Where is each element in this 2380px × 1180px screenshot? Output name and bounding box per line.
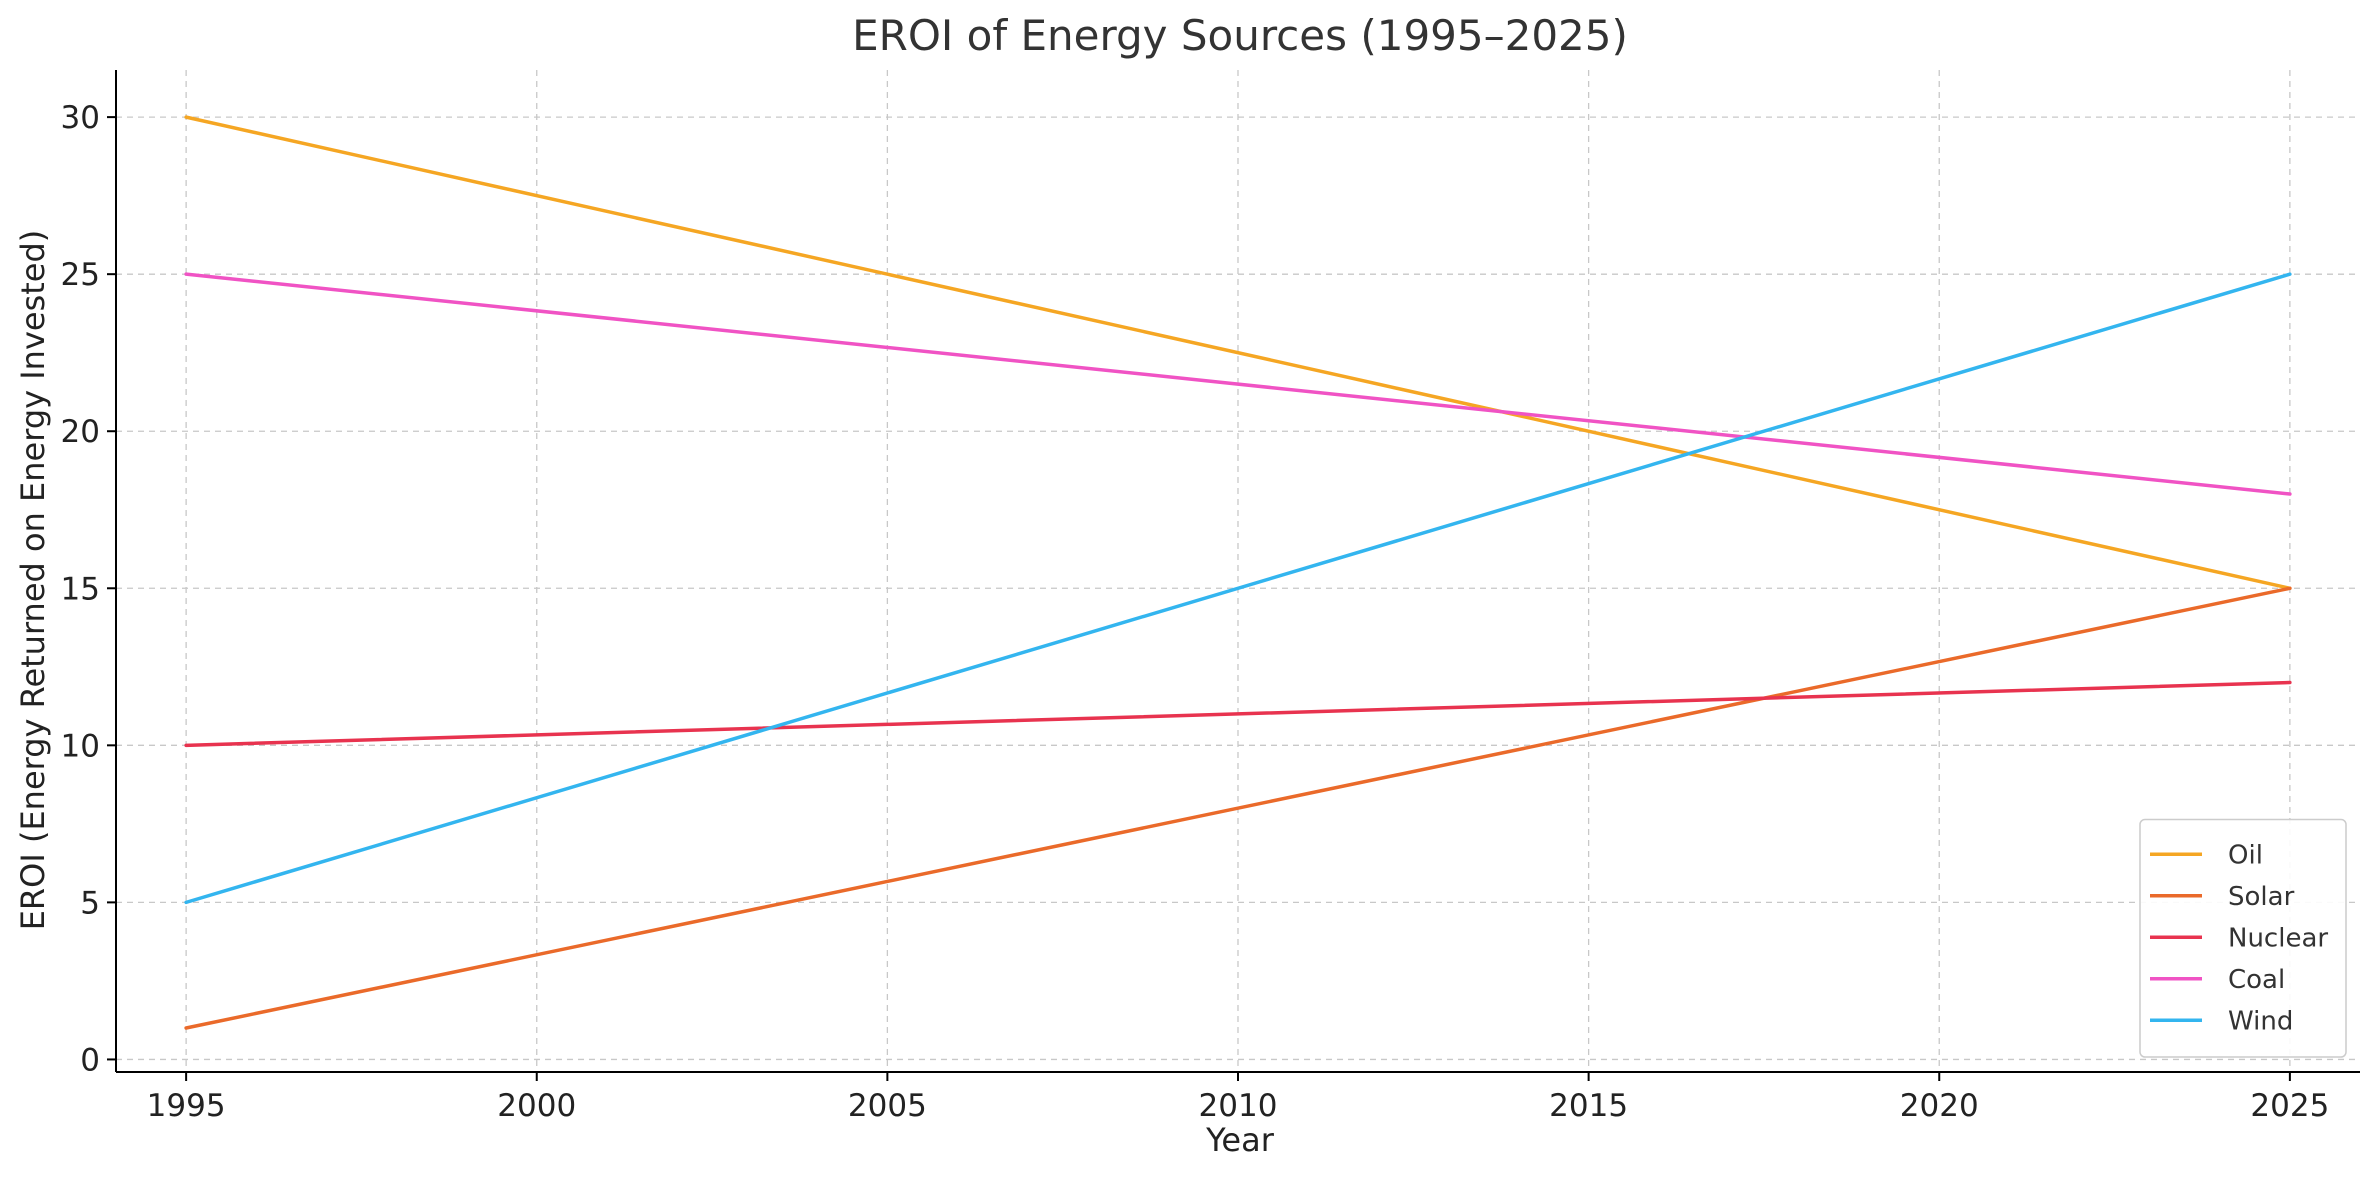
y-tick-label: 5 <box>80 885 100 921</box>
legend-label-solar: Solar <box>2228 882 2295 912</box>
grid-lines <box>116 70 2360 1072</box>
legend-label-wind: Wind <box>2228 1006 2293 1036</box>
legend-label-oil: Oil <box>2228 840 2263 870</box>
legend: Oil Solar Nuclear Coal Wind <box>2139 818 2347 1058</box>
y-tick-label: 25 <box>61 257 100 293</box>
series-line-oil <box>184 115 2292 591</box>
x-tick-label: 1995 <box>147 1088 226 1124</box>
series-line-solar <box>184 586 2292 1030</box>
y-tick-label: 20 <box>61 414 100 450</box>
chart-title: EROI of Energy Sources (1995–2025) <box>852 11 1628 60</box>
x-tick-label: 2025 <box>2250 1088 2329 1124</box>
series-line-coal <box>184 272 2292 496</box>
y-tick-label: 0 <box>80 1042 100 1078</box>
x-tick-label: 2010 <box>1199 1088 1278 1124</box>
legend-label-nuclear: Nuclear <box>2228 923 2328 953</box>
legend-label-coal: Coal <box>2228 965 2285 995</box>
legend-box <box>2139 818 2347 1058</box>
y-axis-label: EROI (Energy Returned on Energy Invested… <box>14 230 52 931</box>
series-lines <box>184 115 2292 1030</box>
x-tick-label: 2000 <box>497 1088 576 1124</box>
x-tick-label: 2015 <box>1549 1088 1628 1124</box>
x-tick-label: 2005 <box>848 1088 927 1124</box>
y-tick-label: 30 <box>61 100 100 136</box>
series-line-wind <box>184 272 2292 905</box>
x-tick-label: 2020 <box>1900 1088 1979 1124</box>
y-tick-label: 10 <box>61 728 100 764</box>
series-line-nuclear <box>184 680 2292 748</box>
x-axis-label: Year <box>1205 1121 1275 1159</box>
y-tick-label: 15 <box>61 571 100 607</box>
